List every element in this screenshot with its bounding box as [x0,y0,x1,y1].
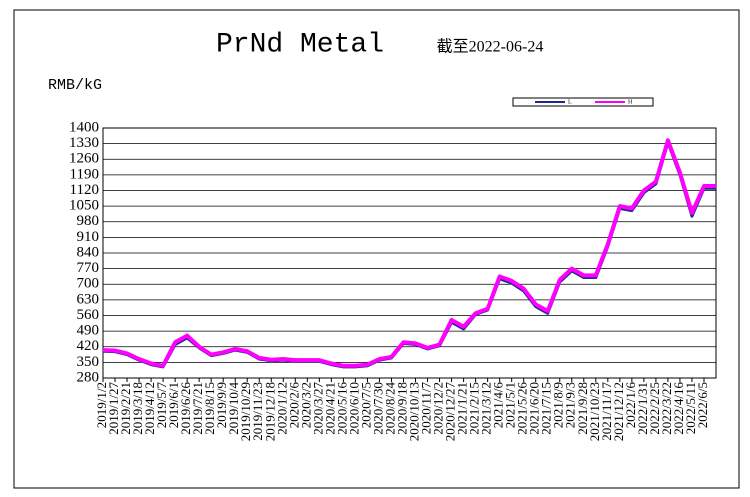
x-tick-label: 2020/3/27 [310,382,325,435]
x-tick-label: 2019/7/21 [190,382,205,435]
x-tick-label: 2021/11/17 [599,382,614,441]
x-tick-label: 2019/1/27 [106,382,121,435]
x-tick-label: 2019/10/4 [226,382,241,435]
y-tick-label: 980 [77,213,100,229]
y-tick-label: 1190 [70,166,99,182]
x-tick-label: 2022/1/6 [623,382,638,429]
series-line [102,138,716,368]
x-tick-label: 2020/3/2 [298,382,313,428]
x-tick-label: 2020/1/12 [274,382,289,435]
x-tick-label: 2020/6/10 [346,382,361,435]
y-tick-label: 420 [77,338,100,354]
y-tick-label: 770 [77,260,100,276]
x-tick-label: 2019/8/15 [202,382,217,435]
x-tick-label: 2019/4/12 [142,382,157,435]
x-tick-label: 2019/10/29 [238,382,253,441]
x-tick-label: 2022/3/22 [659,382,674,435]
x-tick-label: 2021/6/20 [527,382,542,435]
legend-box [512,97,654,107]
y-axis-label: RMB/kG [48,77,102,94]
y-tick-label: 1400 [69,119,99,135]
x-tick-label: 2021/3/12 [479,382,494,435]
x-tick-label: 2022/1/31 [635,382,650,435]
x-tick-label: 2019/3/18 [130,382,145,435]
x-tick-label: 2020/12/27 [443,382,458,442]
x-tick-label: 2020/12/2 [431,382,446,435]
x-tick-label: 2022/2/25 [647,382,662,435]
x-tick-label: 2020/8/24 [382,382,397,435]
y-tick-label: 1330 [69,135,99,151]
x-tick-label: 2021/9/28 [575,382,590,435]
x-tick-label: 2019/6/26 [178,382,193,435]
x-tick-label: 2020/7/5 [358,382,373,428]
chart-title: PrNd Metal [216,29,384,60]
x-tick-label: 2019/2/21 [118,382,133,435]
x-tick-label: 2021/8/9 [551,382,566,428]
x-tick-label: 2021/12/12 [611,382,626,441]
x-tick-label: 2021/9/3 [563,382,578,428]
x-tick-label: 2020/11/7 [419,382,434,435]
x-tick-label: 2019/9/9 [214,382,229,428]
x-tick-label: 2021/2/15 [467,382,482,435]
x-tick-label: 2022/5/11 [683,382,698,434]
x-tick-label: 2019/1/2 [94,382,109,428]
y-tick-label: 1120 [70,182,99,198]
legend-label: L [568,99,572,105]
y-tick-label: 910 [77,229,100,245]
y-tick-label: 280 [77,369,100,385]
x-tick-label: 2019/5/7 [154,382,169,429]
x-tick-label: 2021/1/21 [455,382,470,435]
x-tick-label: 2020/7/30 [370,382,385,435]
x-tick-label: 2019/6/1 [166,382,181,428]
y-tick-label: 1260 [69,151,99,167]
y-tick-label: 700 [77,276,100,292]
x-tick-label: 2021/5/26 [515,382,530,435]
x-tick-label: 2021/10/23 [587,382,602,441]
x-tick-label: 2020/5/16 [334,382,349,435]
x-tick-label: 2020/4/21 [322,382,337,435]
x-tick-label: 2021/4/6 [491,382,506,429]
x-tick-label: 2019/11/23 [250,382,265,441]
x-tick-label: 2022/4/16 [671,382,686,435]
chart-subtitle: 截至2022-06-24 [437,38,544,56]
x-tick-label: 2020/9/18 [394,382,409,435]
y-tick-label: 560 [77,307,100,323]
y-tick-label: 350 [77,354,100,370]
y-tick-label: 630 [77,291,100,307]
x-tick-label: 2020/2/6 [286,382,301,429]
y-tick-label: 840 [77,244,100,260]
y-tick-label: 1050 [69,198,99,214]
x-tick-label: 2021/5/1 [503,382,518,428]
x-tick-label: 2022/6/5 [695,382,710,428]
x-tick-label: 2019/12/18 [262,382,277,441]
y-tick-label: 490 [77,323,100,339]
legend-label: H [628,99,633,105]
x-tick-label: 2020/10/13 [406,382,421,441]
x-tick-label: 2021/7/15 [539,382,554,435]
